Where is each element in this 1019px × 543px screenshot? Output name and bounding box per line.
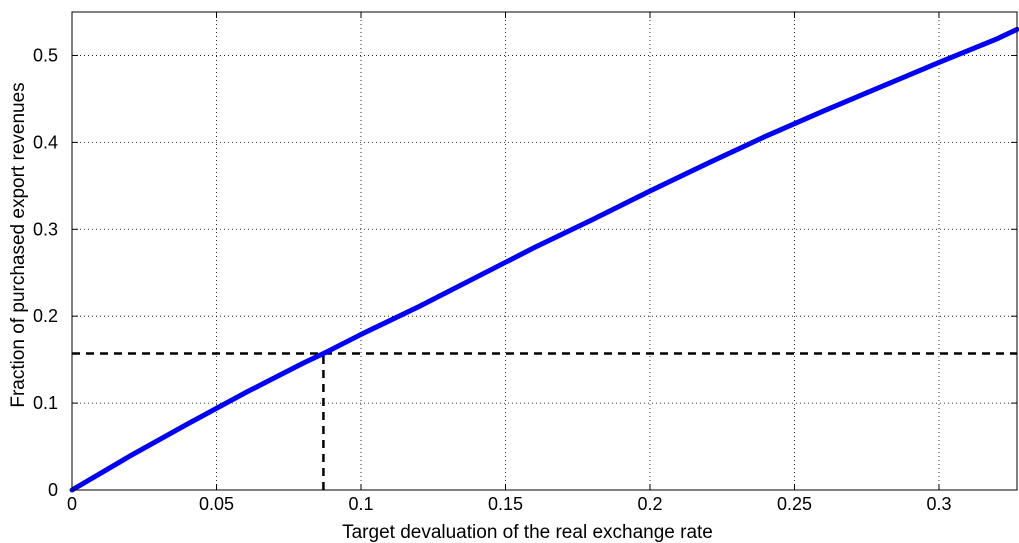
y-tick-label: 0.3	[33, 219, 58, 239]
x-tick-label: 0.3	[926, 494, 951, 514]
x-tick-label: 0.05	[199, 494, 234, 514]
series-group	[69, 26, 1019, 493]
y-axis-label: Fraction of purchased export revenues	[8, 82, 29, 407]
y-tick-label: 0.1	[33, 393, 58, 413]
x-tick-label: 0	[67, 494, 77, 514]
y-tick-label: 0.4	[33, 132, 58, 152]
ticks: 0 0.05 0.1 0.15 0.2 0.25 0.3 0 0.1 0.2 0.3 0.4 0.5	[33, 12, 1017, 514]
x-tick-label: 0.15	[488, 494, 523, 514]
x-tick-label: 0.25	[777, 494, 812, 514]
x-axis-label: Target devaluation of the real exchange …	[342, 522, 713, 543]
reference-lines	[72, 352, 1017, 490]
y-tick-label: 0.5	[33, 45, 58, 65]
y-tick-label: 0	[48, 480, 58, 500]
grid	[72, 12, 1017, 490]
plot-frame	[71, 11, 1018, 491]
x-tick-label: 0.2	[637, 494, 662, 514]
series-line-0	[69, 26, 1019, 493]
x-tick-label: 0.1	[348, 494, 373, 514]
y-tick-label: 0.2	[33, 306, 58, 326]
